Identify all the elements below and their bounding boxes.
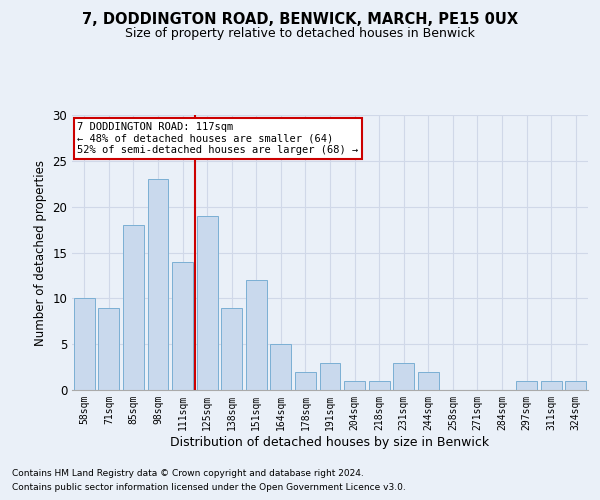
Bar — [197, 216, 218, 390]
Bar — [148, 179, 169, 390]
Bar — [123, 225, 144, 390]
Bar — [295, 372, 316, 390]
Bar — [368, 381, 389, 390]
Bar — [541, 381, 562, 390]
Bar — [98, 308, 119, 390]
Bar — [320, 362, 340, 390]
Bar — [74, 298, 95, 390]
Text: Contains public sector information licensed under the Open Government Licence v3: Contains public sector information licen… — [12, 484, 406, 492]
Text: Contains HM Land Registry data © Crown copyright and database right 2024.: Contains HM Land Registry data © Crown c… — [12, 468, 364, 477]
Bar — [246, 280, 267, 390]
Text: 7 DODDINGTON ROAD: 117sqm
← 48% of detached houses are smaller (64)
52% of semi-: 7 DODDINGTON ROAD: 117sqm ← 48% of detac… — [77, 122, 358, 155]
Bar — [344, 381, 365, 390]
Bar — [393, 362, 414, 390]
Text: Size of property relative to detached houses in Benwick: Size of property relative to detached ho… — [125, 28, 475, 40]
Bar — [565, 381, 586, 390]
X-axis label: Distribution of detached houses by size in Benwick: Distribution of detached houses by size … — [170, 436, 490, 448]
Y-axis label: Number of detached properties: Number of detached properties — [34, 160, 47, 346]
Bar — [221, 308, 242, 390]
Bar — [271, 344, 292, 390]
Bar — [172, 262, 193, 390]
Bar — [516, 381, 537, 390]
Text: 7, DODDINGTON ROAD, BENWICK, MARCH, PE15 0UX: 7, DODDINGTON ROAD, BENWICK, MARCH, PE15… — [82, 12, 518, 28]
Bar — [418, 372, 439, 390]
